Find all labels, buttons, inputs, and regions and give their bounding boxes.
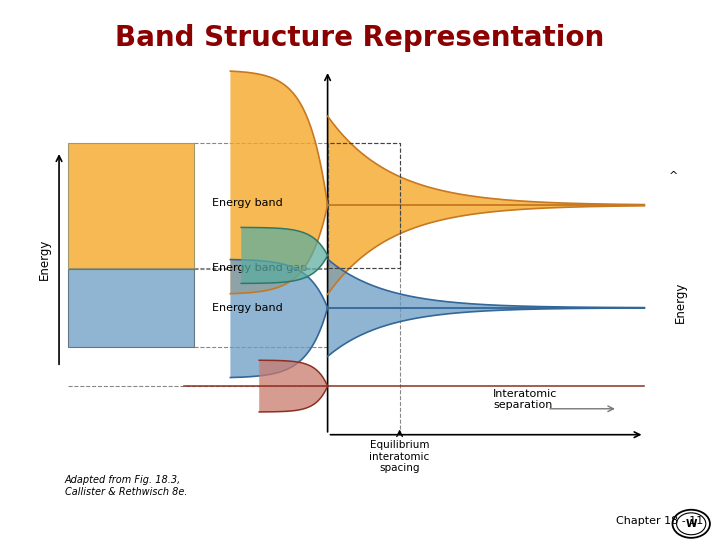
Text: Energy: Energy	[38, 239, 51, 280]
Text: Interatomic
separation: Interatomic separation	[493, 389, 557, 410]
Text: Band Structure Representation: Band Structure Representation	[115, 24, 605, 52]
Polygon shape	[230, 260, 328, 377]
Text: Energy: Energy	[674, 282, 687, 323]
Text: W: W	[685, 519, 697, 529]
Polygon shape	[328, 259, 644, 356]
Bar	[68, 269, 194, 347]
Text: Equilibrium
interatomic
spacing: Equilibrium interatomic spacing	[369, 440, 430, 473]
Text: Energy band: Energy band	[212, 303, 283, 313]
Text: Adapted from Fig. 18.3,
Callister & Rethwisch 8e.: Adapted from Fig. 18.3, Callister & Reth…	[65, 475, 187, 497]
Text: Energy band: Energy band	[212, 198, 283, 207]
Text: Chapter 18 - 11: Chapter 18 - 11	[616, 516, 703, 526]
Text: Energy band gap: Energy band gap	[212, 263, 307, 273]
Bar	[68, 143, 194, 268]
Polygon shape	[241, 227, 328, 284]
Polygon shape	[230, 71, 328, 294]
Polygon shape	[328, 116, 644, 294]
Polygon shape	[259, 360, 328, 412]
Text: ^: ^	[668, 171, 678, 180]
